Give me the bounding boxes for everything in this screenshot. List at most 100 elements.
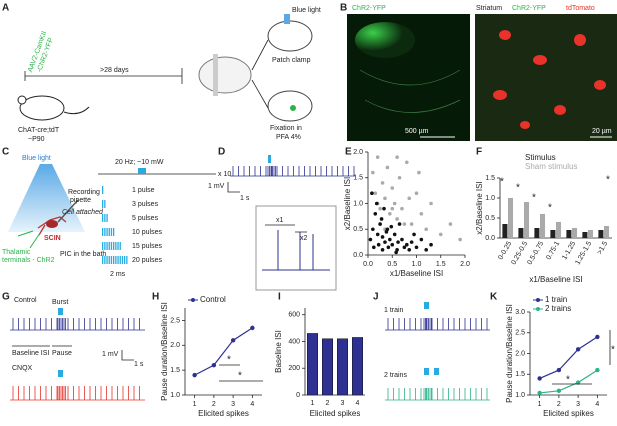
mouse-line: ChAT-cre;tdT bbox=[18, 127, 60, 134]
pulse-label: 15 pulses bbox=[132, 243, 162, 250]
x-tick-label: 4 bbox=[595, 401, 599, 408]
significance: * bbox=[606, 175, 610, 186]
x-tick-label: 1.25-1.5 bbox=[574, 240, 593, 266]
scale-label: 1 mV bbox=[208, 183, 225, 190]
pulse bbox=[110, 242, 113, 250]
label: PIC in the bath bbox=[60, 251, 106, 258]
point bbox=[414, 191, 419, 195]
method: PFA 4% bbox=[276, 134, 301, 141]
line bbox=[539, 369, 598, 394]
mouse-ear bbox=[17, 95, 27, 105]
scale-bar bbox=[121, 350, 134, 361]
y-tick-label: 2.0 bbox=[170, 342, 180, 349]
point bbox=[595, 367, 600, 373]
label: Recording bbox=[68, 189, 100, 196]
label: Pause bbox=[52, 350, 72, 357]
x-tick-label: 0.5 bbox=[387, 261, 397, 268]
label: ChR2-YFP bbox=[352, 5, 386, 12]
y-tick-label: 2.5 bbox=[170, 317, 180, 324]
x-tick-label: 1 bbox=[538, 401, 542, 408]
point bbox=[373, 191, 378, 195]
significance: * bbox=[516, 183, 520, 194]
legend-marker bbox=[536, 307, 540, 311]
stim bbox=[58, 370, 63, 377]
scale-bar bbox=[227, 182, 240, 193]
point bbox=[429, 201, 433, 206]
point bbox=[537, 376, 542, 381]
pulse bbox=[113, 256, 115, 264]
pulse bbox=[102, 228, 104, 236]
fluorescence bbox=[355, 22, 415, 58]
micrograph bbox=[475, 14, 617, 141]
duration: >28 days bbox=[100, 67, 129, 74]
arrow bbox=[251, 79, 269, 109]
point bbox=[409, 240, 414, 244]
point bbox=[409, 222, 414, 226]
point bbox=[419, 212, 424, 216]
significance: * bbox=[566, 375, 570, 386]
x-tick-label: 4 bbox=[356, 400, 360, 407]
scale-label: 1 s bbox=[134, 361, 144, 368]
point bbox=[192, 372, 197, 378]
significance: * bbox=[611, 345, 615, 356]
panel-letter: E bbox=[345, 147, 352, 158]
x-tick-label: 1 bbox=[311, 400, 315, 407]
bar bbox=[572, 228, 578, 238]
pulse bbox=[106, 228, 108, 236]
label: Control bbox=[14, 297, 37, 304]
pulse bbox=[102, 242, 104, 250]
protocol: 20 Hz; ~10 mW bbox=[115, 159, 164, 166]
point bbox=[392, 201, 397, 206]
x-axis-label: Elicited spikes bbox=[543, 409, 594, 418]
y-tick-label: 1.5 bbox=[515, 371, 525, 378]
significance: * bbox=[532, 193, 536, 204]
legend-label: 2 trains bbox=[545, 304, 571, 313]
x-tick-label: 0.0 bbox=[363, 261, 373, 268]
arrow bbox=[251, 39, 269, 71]
bar bbox=[322, 338, 333, 396]
point bbox=[556, 388, 562, 394]
panel-letter: D bbox=[218, 147, 225, 158]
y-tick-label: 0.5 bbox=[485, 215, 495, 222]
y-tick-label: 2.0 bbox=[353, 149, 363, 156]
point bbox=[373, 212, 378, 216]
point bbox=[383, 240, 387, 244]
bar bbox=[598, 230, 604, 238]
x-tick-label: 1-1.25 bbox=[561, 240, 577, 261]
line bbox=[194, 327, 253, 376]
label: Burst bbox=[52, 299, 68, 306]
point bbox=[390, 186, 395, 190]
x-tick-label: 2 bbox=[557, 401, 561, 408]
pulse-label: 20 pulses bbox=[132, 257, 162, 264]
point bbox=[389, 224, 394, 229]
light-cone bbox=[8, 164, 85, 232]
point bbox=[397, 175, 402, 180]
inset bbox=[255, 205, 337, 291]
pulse bbox=[108, 228, 110, 236]
stim bbox=[424, 302, 429, 309]
point bbox=[424, 227, 429, 232]
pulse bbox=[113, 242, 115, 250]
pulse bbox=[104, 214, 106, 222]
significance: * bbox=[548, 203, 552, 214]
point bbox=[424, 248, 429, 252]
mouse bbox=[19, 95, 65, 121]
point bbox=[385, 165, 390, 170]
legend-marker bbox=[536, 298, 540, 302]
legend-label: Control bbox=[200, 295, 226, 304]
panel-letter: A bbox=[2, 3, 9, 14]
panel-letter: F bbox=[476, 147, 482, 158]
pulse bbox=[117, 242, 119, 250]
x-tick-label: 3 bbox=[576, 401, 580, 408]
panel-letter: J bbox=[373, 292, 379, 303]
pulse bbox=[102, 256, 104, 264]
label: ChR2-YFP bbox=[512, 5, 546, 12]
x-tick-label: 0-0.25 bbox=[497, 240, 513, 261]
point bbox=[397, 222, 402, 226]
label: CNQX bbox=[12, 365, 33, 372]
trace bbox=[385, 388, 490, 401]
label: Thalamic bbox=[2, 249, 31, 256]
pulse bbox=[104, 200, 106, 208]
point bbox=[211, 362, 217, 368]
x-axis-label: x1/Baseline ISI bbox=[390, 269, 443, 278]
